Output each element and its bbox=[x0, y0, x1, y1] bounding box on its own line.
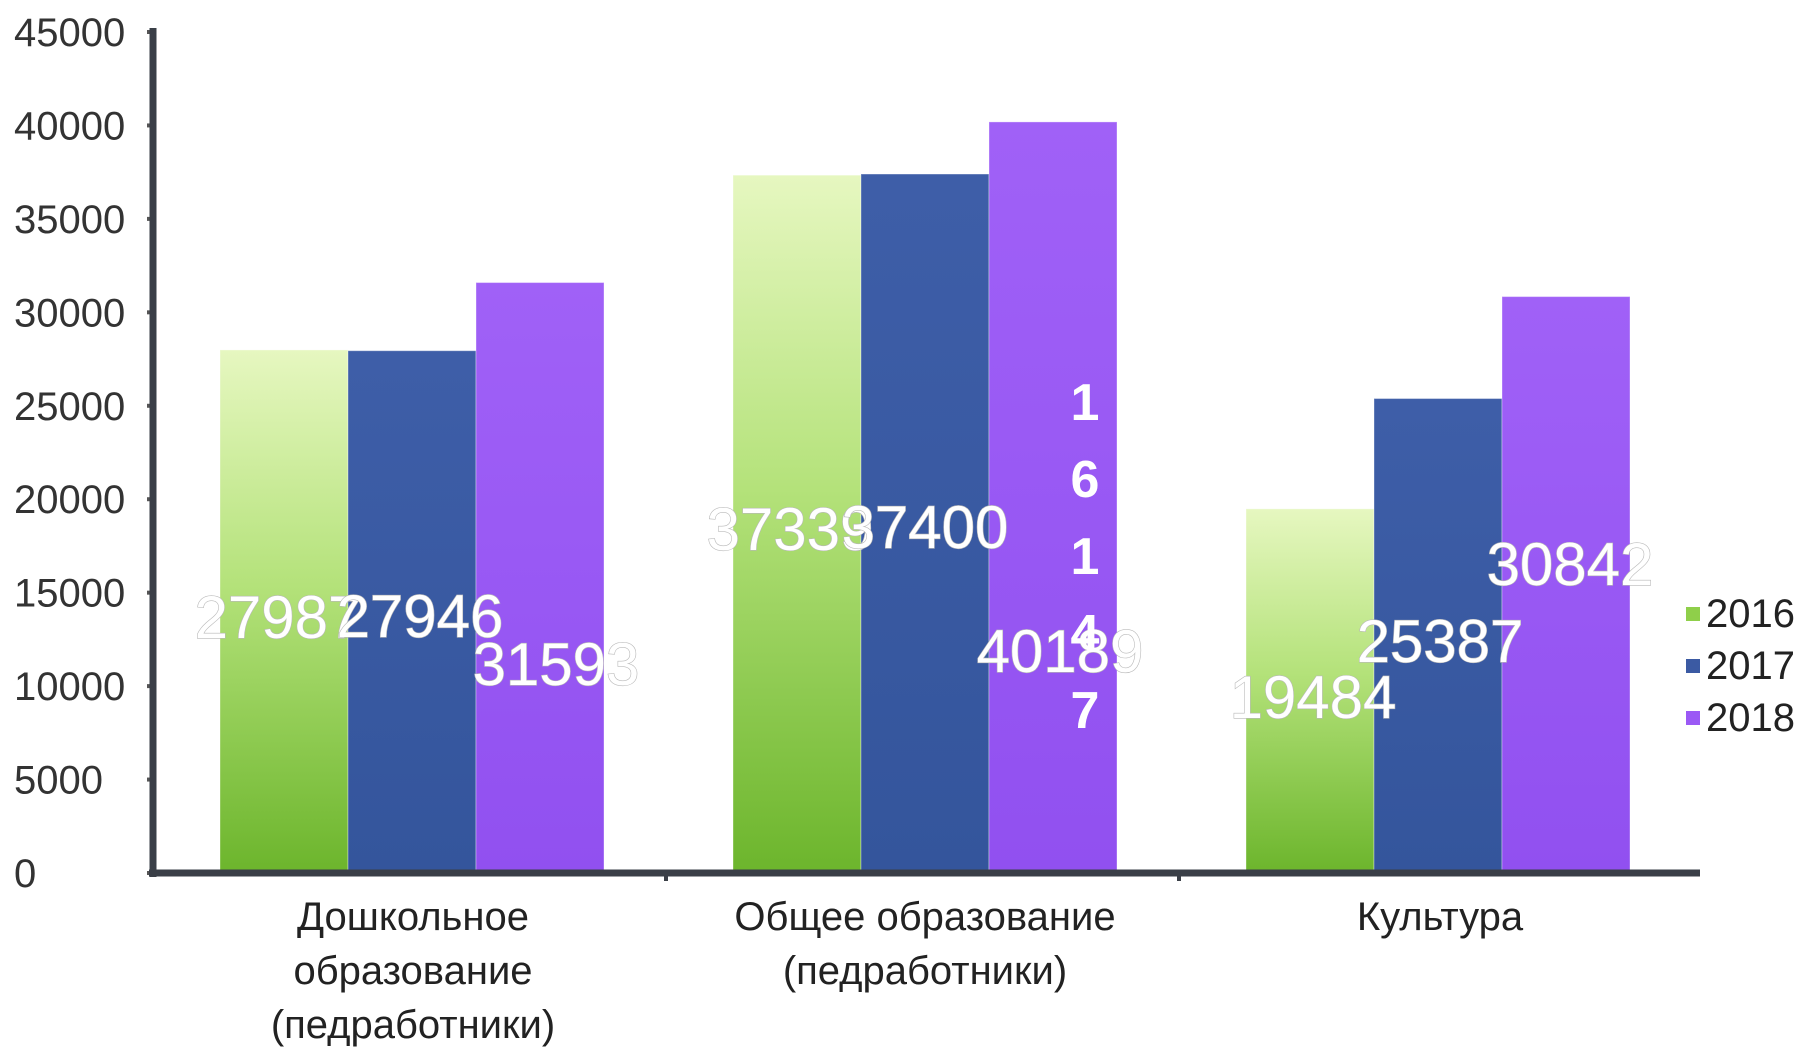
data-label-2018-1: 40189 bbox=[977, 618, 1144, 685]
y-tick-label: 10000 bbox=[14, 665, 125, 709]
y-tick-label: 30000 bbox=[14, 291, 125, 335]
data-label-2018-2: 30842 bbox=[1487, 531, 1654, 598]
category-label: (педработники) bbox=[271, 1003, 555, 1047]
bar-2016-0 bbox=[219, 349, 349, 874]
y-tick-label: 40000 bbox=[14, 104, 125, 148]
bar-2018-0 bbox=[475, 282, 605, 874]
vertical-annotation-char: 1 bbox=[1071, 528, 1100, 586]
y-tick-label: 25000 bbox=[14, 385, 125, 429]
data-label-2017-0: 27946 bbox=[337, 583, 504, 650]
axes bbox=[149, 28, 1700, 881]
legend: 2016 2017 2018 bbox=[1686, 592, 1795, 740]
legend-label-2016: 2016 bbox=[1706, 592, 1795, 636]
legend-swatch-2017 bbox=[1686, 659, 1700, 673]
bars bbox=[219, 121, 1631, 874]
data-label-2016-1: 37339 bbox=[707, 496, 874, 563]
category-labels: Дошкольное образование (педработники) Общее… bbox=[271, 895, 1524, 1047]
vertical-annotation-char: 1 bbox=[1071, 374, 1100, 432]
bar-2016-1 bbox=[732, 174, 862, 874]
bar-2018-2 bbox=[1501, 296, 1631, 874]
category-label: (педработники) bbox=[783, 949, 1067, 993]
y-tick-label: 15000 bbox=[14, 572, 125, 616]
bar-2017-2 bbox=[1373, 398, 1503, 874]
vertical-annotation-char: 7 bbox=[1071, 682, 1100, 740]
data-label-2016-2: 19484 bbox=[1230, 664, 1397, 731]
data-labels: 27987 37339 19484 27946 37400 25387 31593 40189… bbox=[194, 374, 1654, 740]
data-label-2016-0: 27987 bbox=[195, 584, 362, 651]
legend-swatch-2018 bbox=[1686, 711, 1700, 725]
legend-swatch-2016 bbox=[1686, 607, 1700, 621]
data-label-2017-1: 37400 bbox=[842, 494, 1009, 561]
y-tick-label: 45000 bbox=[14, 11, 125, 55]
legend-label-2017: 2017 bbox=[1706, 644, 1795, 688]
y-axis-ticks: 0 5000 10000 15000 20000 25000 30000 35000 40000… bbox=[14, 11, 153, 896]
category-label: образование bbox=[293, 949, 532, 993]
y-tick-label: 35000 bbox=[14, 198, 125, 242]
y-tick-label: 0 bbox=[14, 852, 36, 896]
category-label: Культура bbox=[1357, 895, 1524, 939]
category-label: Дошкольное bbox=[297, 895, 529, 939]
data-label-2018-0: 31593 bbox=[473, 631, 640, 698]
data-label-2017-2: 25387 bbox=[1357, 608, 1524, 675]
bar-2018-1 bbox=[988, 121, 1118, 874]
bar-2017-1 bbox=[860, 173, 990, 874]
y-tick-label: 5000 bbox=[14, 759, 103, 803]
legend-label-2018: 2018 bbox=[1706, 696, 1795, 740]
y-tick-label: 20000 bbox=[14, 478, 125, 522]
category-label: Общее образование bbox=[734, 895, 1115, 939]
bar-2017-0 bbox=[347, 350, 477, 874]
vertical-annotation-char: 4 bbox=[1071, 605, 1100, 663]
vertical-annotation-char: 6 bbox=[1071, 451, 1100, 509]
